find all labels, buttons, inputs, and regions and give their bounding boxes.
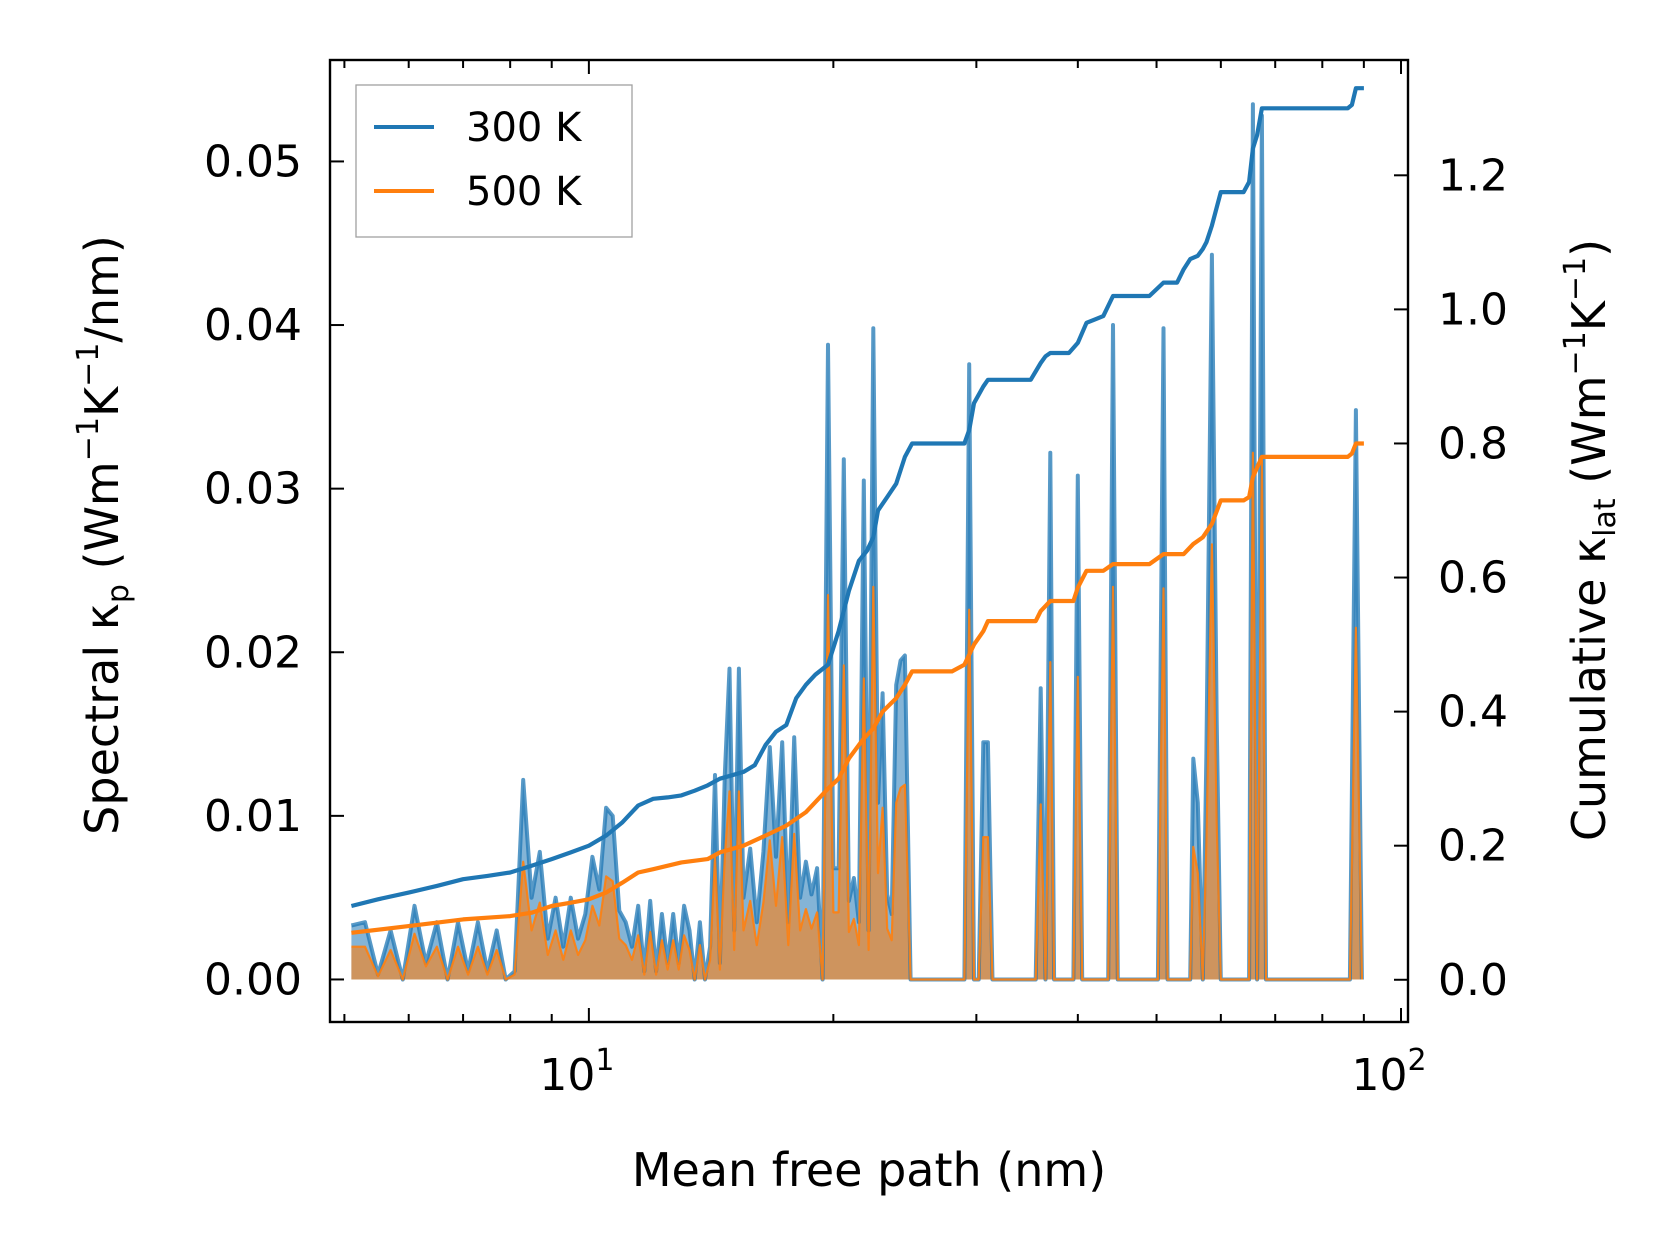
cumulative-line-300K bbox=[350, 86, 1364, 909]
y-left-tick-label: 0.04 bbox=[204, 300, 302, 351]
y-left-tick-label: 0.01 bbox=[204, 791, 302, 842]
y-right-tick-label: 0.8 bbox=[1438, 418, 1508, 469]
spectral-line-300K bbox=[350, 102, 1364, 982]
y-right-tick-label: 1.0 bbox=[1438, 284, 1508, 335]
y-left-tick-label: 0.00 bbox=[204, 954, 302, 1005]
plot-frame bbox=[328, 58, 1410, 1024]
legend-frame bbox=[355, 84, 633, 238]
y-left-tick-label: 0.03 bbox=[204, 464, 302, 515]
y-axis-left-title: Spectral κp (Wm−1K−1/nm) bbox=[71, 235, 136, 835]
y-left-tick-label: 0.05 bbox=[204, 136, 302, 187]
y-left-tick-label: 0.02 bbox=[204, 627, 302, 678]
cumulative-line-layer bbox=[350, 86, 1364, 935]
axes-layer: 101 1020.000.010.020.030.040.050.00.20.40… bbox=[204, 58, 1508, 1101]
spectral-fill-500K bbox=[351, 452, 1362, 980]
y-right-tick-label: 1.2 bbox=[1438, 150, 1508, 201]
legend-label-300K: 300 K bbox=[466, 105, 583, 151]
legend: 300 K 500 K bbox=[355, 84, 633, 238]
legend-label-500K: 500 K bbox=[466, 169, 583, 215]
x-axis-title: Mean free path (nm) bbox=[632, 1143, 1106, 1197]
x-tick-label: 102 bbox=[1351, 1043, 1426, 1101]
y-right-tick-label: 0.0 bbox=[1438, 955, 1508, 1006]
cumulative-line-500K bbox=[351, 441, 1364, 935]
spectral-fill-layer bbox=[351, 104, 1362, 980]
y-right-tick-label: 0.6 bbox=[1438, 553, 1508, 604]
spectral-line-layer bbox=[350, 102, 1364, 982]
y-right-tick-label: 0.2 bbox=[1438, 821, 1508, 872]
x-tick-label-exponent: 2 bbox=[1407, 1043, 1426, 1078]
x-tick-label-base: 10 bbox=[1351, 1050, 1407, 1101]
y-right-tick-label: 0.4 bbox=[1438, 687, 1508, 738]
y-axis-right-title: Cumulative κlat (Wm−1K−1) bbox=[1558, 239, 1623, 841]
x-tick-label-base: 10 bbox=[539, 1050, 595, 1101]
x-tick-label: 101 bbox=[539, 1043, 614, 1101]
spectral-line-500K bbox=[351, 451, 1363, 981]
x-tick-label-exponent: 1 bbox=[595, 1043, 614, 1078]
